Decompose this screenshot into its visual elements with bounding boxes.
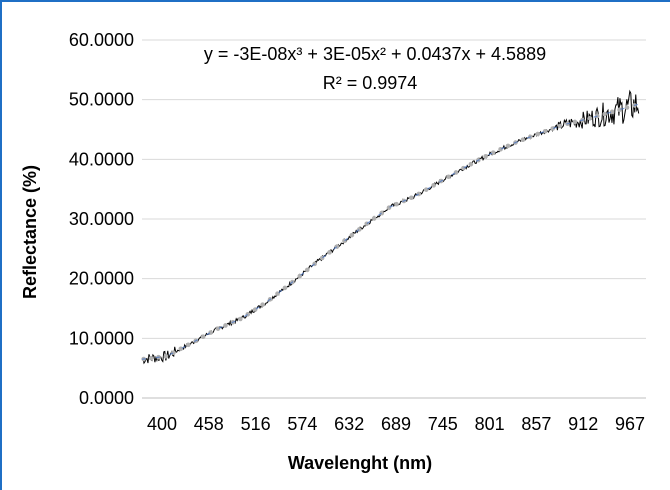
y-axis-title: Reflectance (%) bbox=[20, 165, 40, 299]
trendline-dot bbox=[557, 123, 563, 129]
trendline-dot bbox=[394, 201, 399, 207]
x-tick-label: 801 bbox=[475, 414, 505, 434]
trendline-dot bbox=[550, 126, 555, 131]
trendline-dot bbox=[349, 232, 355, 238]
tick-labels: 0.0000 10.0000 20.0000 30.0000 40.0000 50.000… bbox=[69, 30, 645, 434]
trendline-dot bbox=[260, 302, 265, 307]
trendline-dot bbox=[461, 165, 466, 171]
y-tick-label: 60.0000 bbox=[69, 30, 134, 50]
trendline-dot bbox=[178, 346, 184, 352]
trendline-dot bbox=[409, 195, 414, 201]
trendline-dot bbox=[609, 109, 615, 115]
trendline-dot bbox=[535, 131, 541, 137]
x-tick-label: 967 bbox=[615, 414, 645, 434]
trendline-layer bbox=[141, 103, 638, 362]
x-axis-title: Wavelenght (nm) bbox=[288, 453, 432, 473]
trendline-dot bbox=[624, 105, 630, 110]
trendline-dot bbox=[238, 316, 243, 322]
trendline-dot bbox=[371, 216, 377, 221]
y-tick-label: 40.0000 bbox=[69, 149, 134, 169]
x-tick-label: 516 bbox=[241, 414, 271, 434]
trendline-dot bbox=[602, 111, 607, 117]
trendline-dot bbox=[446, 174, 451, 180]
x-tick-label: 400 bbox=[147, 414, 177, 434]
series-layer bbox=[141, 89, 640, 365]
gridlines bbox=[142, 39, 646, 399]
trendline-dot bbox=[171, 350, 176, 356]
trendline-dot bbox=[185, 342, 191, 348]
trendline-dot bbox=[431, 183, 436, 188]
y-tick-label: 30.0000 bbox=[69, 209, 134, 229]
x-tick-label: 857 bbox=[521, 414, 551, 434]
y-tick-label: 50.0000 bbox=[69, 90, 134, 110]
trendline-dot bbox=[483, 154, 489, 159]
trendline-dot bbox=[148, 355, 154, 361]
trendline-dot bbox=[215, 326, 221, 331]
trendline-equation: y = -3E-08x³ + 3E-05x² + 0.0437x + 4.588… bbox=[204, 44, 546, 64]
trendline-dot bbox=[200, 334, 206, 340]
trendline-dot bbox=[282, 285, 288, 291]
frame-left-border bbox=[0, 0, 2, 490]
x-tick-label: 745 bbox=[428, 414, 458, 434]
x-tick-label: 632 bbox=[334, 414, 364, 434]
y-tick-label: 20.0000 bbox=[69, 269, 134, 289]
trendline-r-squared: R² = 0.9974 bbox=[323, 73, 418, 93]
x-tick-label: 458 bbox=[194, 414, 224, 434]
trendline-dot bbox=[617, 107, 622, 112]
trendline-dot bbox=[468, 161, 474, 167]
trendline-dot bbox=[386, 205, 392, 210]
trendline-dot bbox=[327, 250, 332, 255]
trendline-dot bbox=[208, 330, 213, 335]
trendline-dot bbox=[587, 115, 593, 121]
trendline-dot bbox=[520, 137, 526, 143]
trendline-dot bbox=[498, 146, 503, 152]
x-tick-label: 574 bbox=[287, 414, 317, 434]
trendline-dot bbox=[505, 143, 511, 149]
trendline-dot bbox=[572, 119, 578, 125]
trendline-dot bbox=[542, 128, 548, 134]
trendline-dot bbox=[304, 267, 310, 273]
y-tick-label: 10.0000 bbox=[69, 328, 134, 348]
frame-top-border bbox=[0, 0, 670, 2]
x-tick-label: 689 bbox=[381, 414, 411, 434]
trendline-dot bbox=[490, 150, 496, 155]
trendline-dot bbox=[223, 323, 228, 328]
trendline-dashes bbox=[141, 103, 638, 360]
series-line bbox=[141, 89, 640, 365]
x-tick-label: 912 bbox=[568, 414, 598, 434]
y-tick-label: 0.0000 bbox=[79, 388, 134, 408]
trendline-dot bbox=[163, 354, 169, 359]
